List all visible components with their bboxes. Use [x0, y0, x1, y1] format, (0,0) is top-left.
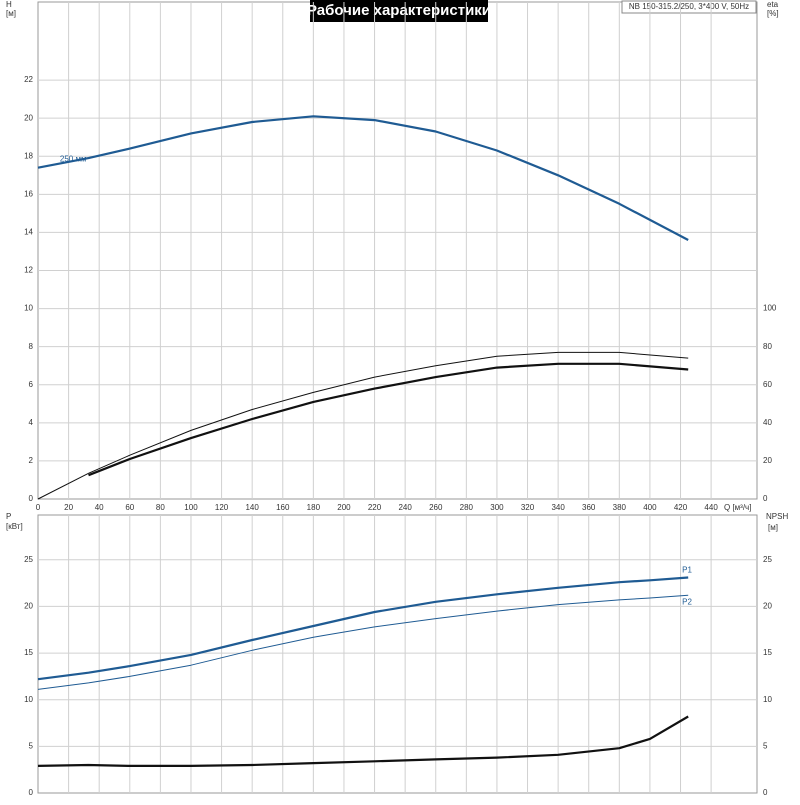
y-tick-label: 5: [29, 741, 34, 750]
y-tick-label: 12: [24, 266, 33, 275]
y-tick-label: 8: [29, 342, 34, 351]
x-tick-label: 180: [307, 503, 321, 512]
x-tick-label: 380: [613, 503, 627, 512]
y2-tick-label: 60: [763, 380, 772, 389]
y-tick-label: 0: [29, 788, 34, 797]
y-tick-label: 20: [24, 113, 33, 122]
x-tick-label: 40: [95, 503, 104, 512]
y-tick-label: 2: [29, 456, 34, 465]
y2-tick-label: 100: [763, 304, 777, 313]
y-tick-label: 18: [24, 151, 33, 160]
y2-unit: [м]: [768, 523, 778, 532]
x-tick-label: 240: [398, 503, 412, 512]
y2-unit: [%]: [767, 9, 779, 18]
bottom-frame: [37, 514, 758, 794]
series-line: [37, 351, 689, 500]
x-tick-label: 260: [429, 503, 443, 512]
curve-label: P1: [682, 566, 692, 575]
y2-tick-label: 15: [763, 648, 772, 657]
y2-tick-label: 0: [763, 494, 768, 503]
model: NB 150-315.2/250, 3*400 V, 50Hz: [629, 2, 749, 11]
y2-tick-label: 20: [763, 602, 772, 611]
y-tick-label: 25: [24, 555, 33, 564]
y2-tick-label: 40: [763, 418, 772, 427]
x-tick-label: 140: [245, 503, 259, 512]
x-tick-label: 0: [36, 503, 41, 512]
series-line: [88, 362, 689, 477]
x-tick-label: 280: [460, 503, 474, 512]
y2-label: eta: [767, 0, 779, 9]
curve-label: P2: [682, 597, 692, 606]
series-line: [37, 715, 689, 767]
series-line: [37, 115, 689, 241]
y-label: P: [6, 512, 11, 521]
y2-label: NPSH: [766, 512, 788, 521]
x-tick-label: 420: [674, 503, 688, 512]
title-box: [310, 0, 488, 22]
x-tick-label: 360: [582, 503, 596, 512]
y-tick-label: 10: [24, 695, 33, 704]
y2-tick-label: 80: [763, 342, 772, 351]
model-box: [621, 0, 757, 14]
x-tick-label: 340: [551, 503, 565, 512]
x-tick-label: 440: [704, 503, 718, 512]
x-tick-label: 200: [337, 503, 351, 512]
y-unit: [м]: [6, 9, 16, 18]
x-tick-label: 20: [64, 503, 73, 512]
x-tick-label: 300: [490, 503, 504, 512]
y-unit: [кВт]: [6, 522, 23, 531]
x-label: Q [м³/ч]: [724, 503, 751, 512]
x-tick-label: 160: [276, 503, 290, 512]
y-tick-label: 14: [24, 228, 33, 237]
y-tick-label: 15: [24, 648, 33, 657]
title: Рабочие характеристики: [307, 2, 491, 19]
series-line: [37, 576, 689, 681]
y-tick-label: 20: [24, 602, 33, 611]
x-tick-label: 100: [184, 503, 198, 512]
y-tick-label: 10: [24, 304, 33, 313]
x-tick-label: 320: [521, 503, 535, 512]
y-tick-label: 4: [29, 418, 34, 427]
y-tick-label: 0: [29, 494, 34, 503]
y-tick-label: 22: [24, 75, 33, 84]
x-tick-label: 400: [643, 503, 657, 512]
y2-tick-label: 25: [763, 555, 772, 564]
x-tick-label: 120: [215, 503, 229, 512]
y-label: H: [6, 0, 12, 9]
curve-label: 250 мм: [60, 154, 87, 163]
x-tick-label: 60: [125, 503, 134, 512]
y-tick-label: 6: [29, 380, 34, 389]
y-tick-label: 16: [24, 189, 33, 198]
y2-tick-label: 20: [763, 456, 772, 465]
y2-tick-label: 5: [763, 741, 768, 750]
y2-tick-label: 10: [763, 695, 772, 704]
series-line: [37, 594, 689, 690]
x-tick-label: 80: [156, 503, 165, 512]
x-tick-label: 220: [368, 503, 382, 512]
top-frame: [37, 1, 758, 500]
y2-tick-label: 0: [763, 788, 768, 797]
